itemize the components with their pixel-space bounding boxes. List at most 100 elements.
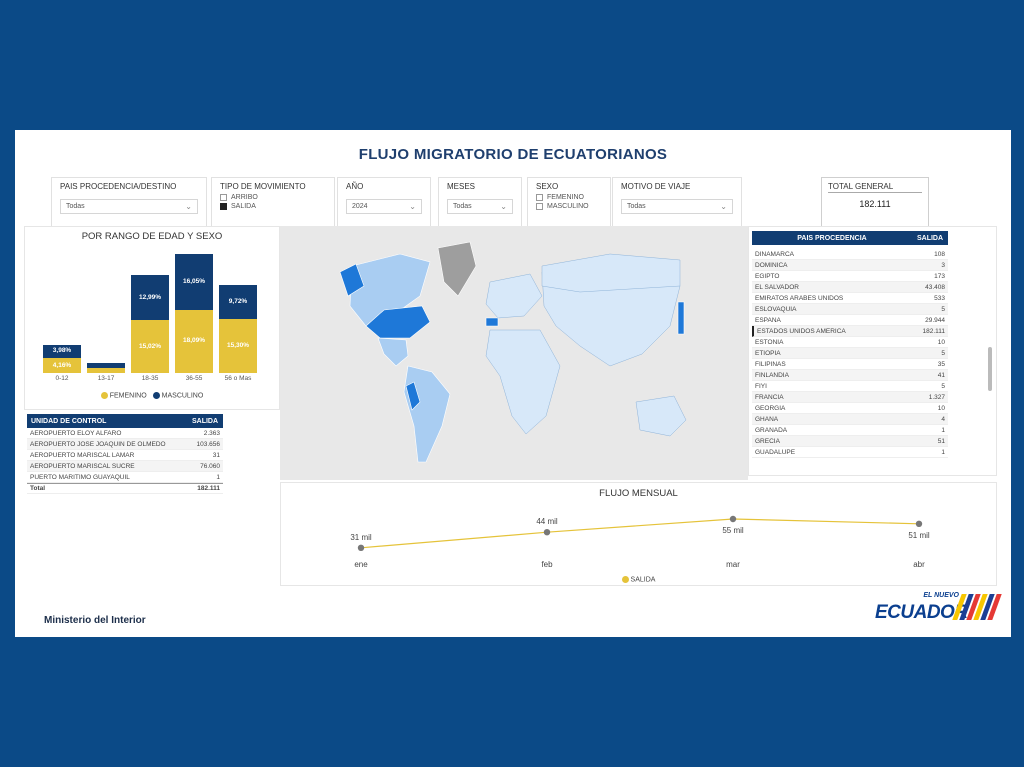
table-row[interactable]: AEROPUERTO ELOY ALFARO 2.363 <box>27 428 223 439</box>
map-new-zealand <box>677 301 685 335</box>
x-tick-label: feb <box>541 560 553 569</box>
age-bar-femenino[interactable]: 15,02% <box>131 320 169 373</box>
checkbox-arribo-label: ARRIBO <box>231 194 258 201</box>
checkbox-icon <box>220 194 227 201</box>
age-bar[interactable]: 15,30% 9,72% <box>219 247 257 373</box>
logo-small-text: EL NUEVO <box>923 592 959 599</box>
age-bar-femenino[interactable]: 18,09% <box>175 309 213 373</box>
filter-meses-dropdown[interactable]: Todas ⌄ <box>447 199 513 214</box>
data-label: 44 mil <box>536 517 558 526</box>
control-table-header-salida[interactable]: SALIDA <box>191 417 219 425</box>
age-bar-femenino[interactable]: 15,30% <box>219 319 257 373</box>
age-bar[interactable]: 4,16% 3,98% <box>43 247 81 373</box>
data-point[interactable] <box>729 515 737 523</box>
age-bar[interactable]: 18,09% 16,05% <box>175 247 213 373</box>
legend-dot-icon <box>100 392 108 399</box>
cell-salida: 29.944 <box>925 316 945 324</box>
table-row[interactable]: DOMINICA 3 <box>752 260 948 271</box>
table-row[interactable]: ESPAÑA 29.944 <box>752 315 948 326</box>
age-bar-femenino[interactable]: 4,16% <box>43 358 81 373</box>
x-tick-label: ene <box>354 560 368 569</box>
filter-anio: AÑO 2024 ⌄ <box>337 177 431 227</box>
checkbox-femenino[interactable]: FEMENINO <box>536 194 602 201</box>
age-bar-masculino[interactable]: 12,99% <box>131 274 169 321</box>
map-south-america <box>403 365 451 463</box>
table-row[interactable]: FINLANDIA 41 <box>752 370 948 381</box>
world-map[interactable] <box>280 226 748 480</box>
data-point[interactable] <box>915 520 923 527</box>
legend-dot-icon <box>152 392 160 399</box>
monthly-chart-title: FLUJO MENSUAL <box>599 488 678 499</box>
checkbox-salida[interactable]: SALIDA <box>220 203 326 210</box>
table-row[interactable]: ESTONIA 10 <box>752 337 948 348</box>
filter-anio-dropdown[interactable]: 2024 ⌄ <box>346 199 422 214</box>
table-row[interactable]: EGIPTO 173 <box>752 271 948 282</box>
checkbox-icon <box>536 194 543 201</box>
table-row[interactable]: AEROPUERTO JOSE JOAQUIN DE OLMEDO 103.656 <box>27 439 223 450</box>
table-row[interactable]: ESTADOS UNIDOS AMERICA 182.111 <box>752 326 948 337</box>
filter-tipo-label: TIPO DE MOVIMIENTO <box>220 182 306 191</box>
cell-salida: 533 <box>934 294 945 302</box>
table-row[interactable]: GEORGIA 10 <box>752 403 948 414</box>
checkbox-masculino[interactable]: MASCULINO <box>536 203 602 210</box>
cell-salida: 51 <box>937 437 945 445</box>
table-row[interactable]: ETIOPIA 5 <box>752 348 948 359</box>
age-bar-masculino-label: 16,05% <box>182 277 206 285</box>
map-russia <box>541 253 681 293</box>
cell-pais: ETIOPIA <box>755 349 781 357</box>
control-table-header-unidad[interactable]: UNIDAD DE CONTROL <box>31 417 107 425</box>
age-bar-masculino[interactable] <box>87 362 125 368</box>
cell-pais: GEORGIA <box>755 404 786 412</box>
map-ecuador-peru <box>405 381 421 411</box>
age-bar[interactable] <box>87 247 125 373</box>
cell-pais: FINLANDIA <box>755 371 789 379</box>
age-bar-masculino-label: 3,98% <box>52 347 72 355</box>
table-row[interactable]: GHANA 4 <box>752 414 948 425</box>
table-row[interactable]: GUADALUPE 1 <box>752 447 948 458</box>
country-table-scrollbar[interactable] <box>988 347 992 391</box>
checkbox-masculino-label: MASCULINO <box>547 203 589 210</box>
country-table-header-pais[interactable]: PAIS PROCEDENCIA <box>797 234 867 242</box>
table-row[interactable]: ESLOVAQUIA 5 <box>752 304 948 315</box>
country-table-header-salida[interactable]: SALIDA <box>916 234 944 242</box>
table-row[interactable]: GRANADA 1 <box>752 425 948 436</box>
cell-salida: 1 <box>941 426 945 434</box>
checkbox-checked-icon <box>220 203 227 210</box>
table-row[interactable]: EL SALVADOR 43.408 <box>752 282 948 293</box>
data-label: 31 mil <box>350 533 372 542</box>
country-table-header: PAIS PROCEDENCIA SALIDA <box>752 231 948 245</box>
cell-salida: 2.363 <box>203 429 220 437</box>
world-map-svg <box>339 241 687 463</box>
table-row[interactable]: FIYI 5 <box>752 381 948 392</box>
cell-salida: 5 <box>941 349 945 357</box>
data-point[interactable] <box>357 544 365 551</box>
age-bar-masculino[interactable]: 3,98% <box>43 344 81 359</box>
filter-meses-value: Todas <box>453 203 472 210</box>
monthly-legend: SALIDA <box>281 576 996 583</box>
table-row[interactable]: FILIPINAS 35 <box>752 359 948 370</box>
table-row[interactable]: PUERTO MARITIMO GUAYAQUIL 1 <box>27 472 223 483</box>
table-row[interactable]: AEROPUERTO MARISCAL LAMAR 31 <box>27 450 223 461</box>
cell-salida: 43.408 <box>925 283 945 291</box>
dashboard-frame: FLUJO MIGRATORIO DE ECUATORIANOS PAIS PR… <box>15 130 1011 637</box>
table-row[interactable]: EMIRATOS ARABES UNIDOS 533 <box>752 293 948 304</box>
checkbox-arribo[interactable]: ARRIBO <box>220 194 326 201</box>
monthly-line-chart: 31 mil ene 44 mil feb 55 mil mar 51 mil abr <box>350 515 930 569</box>
filter-pais-dropdown[interactable]: Todas ⌄ <box>60 199 198 214</box>
age-bar-femenino-label: 18,09% <box>182 337 206 345</box>
data-point[interactable] <box>543 529 551 536</box>
table-row[interactable]: AEROPUERTO MARISCAL SUCRE 76.060 <box>27 461 223 472</box>
table-row[interactable]: GRECIA 51 <box>752 436 948 447</box>
table-row[interactable]: DINAMARCA 108 <box>752 249 948 260</box>
cell-unidad: AEROPUERTO ELOY ALFARO <box>30 429 122 437</box>
age-bar[interactable]: 15,02% 12,99% <box>131 247 169 373</box>
chevron-down-icon: ⌄ <box>185 202 192 211</box>
filter-motivo-dropdown[interactable]: Todas ⌄ <box>621 199 733 214</box>
filter-anio-label: AÑO <box>346 182 364 191</box>
age-bar-masculino[interactable]: 16,05% <box>175 253 213 310</box>
filter-pais-label: PAIS PROCEDENCIA/DESTINO <box>60 182 177 191</box>
table-row[interactable]: FRANCIA 1.327 <box>752 392 948 403</box>
age-bar-masculino[interactable]: 9,72% <box>219 285 257 320</box>
chevron-down-icon: ⌄ <box>720 202 727 211</box>
age-bar-femenino[interactable] <box>87 367 125 373</box>
